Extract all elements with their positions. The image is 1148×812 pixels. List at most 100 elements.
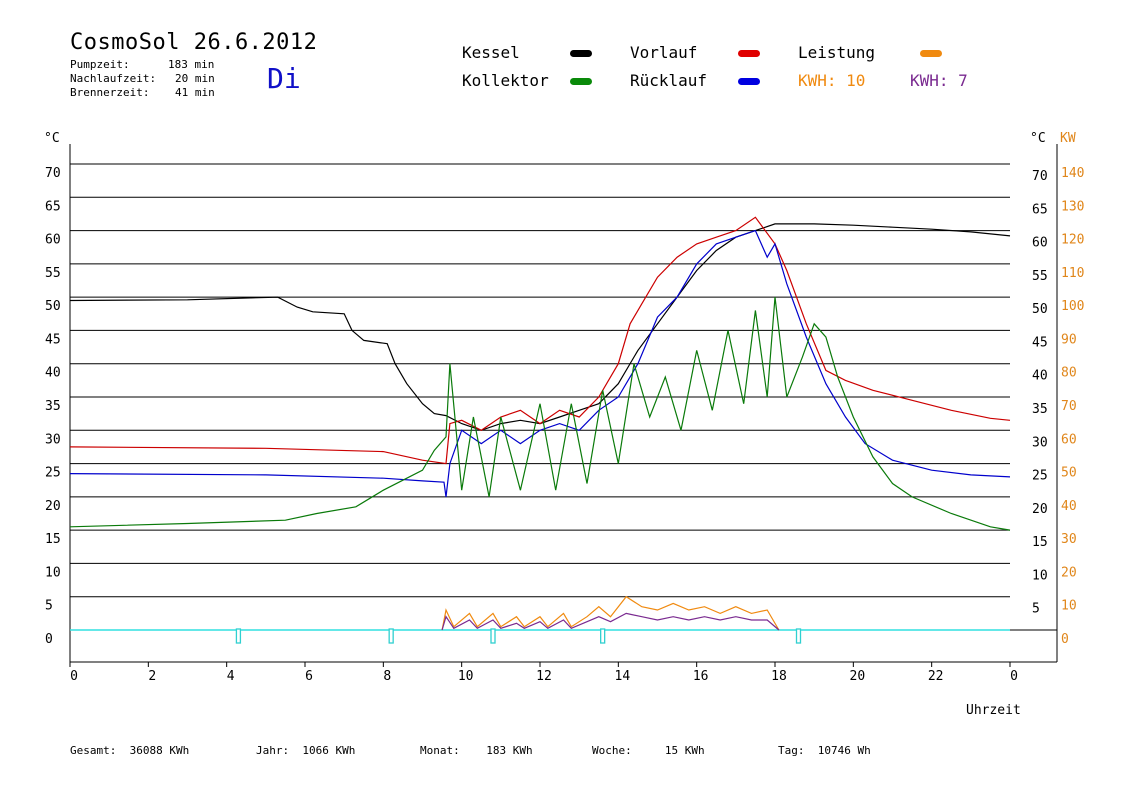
stat-brennerzeit: Brennerzeit: 41 min	[70, 86, 215, 99]
x-tick-label: 0	[70, 669, 78, 684]
y-tick-right-power: 20	[1061, 565, 1077, 580]
legend-leistung-label: Leistung	[798, 43, 876, 62]
footer-monat: Monat: 183 KWh	[420, 744, 533, 757]
x-tick-label: 6	[305, 669, 313, 684]
y-tick-left: 45	[45, 332, 61, 347]
y-tick-right-power: 120	[1061, 233, 1084, 248]
y-tick-right-power: 60	[1061, 432, 1077, 447]
x-tick-label: 20	[850, 669, 866, 684]
y-tick-right-power: 100	[1061, 299, 1084, 314]
stat-nachlaufzeit: Nachlaufzeit: 20 min	[70, 72, 215, 85]
x-axis-label: Uhrzeit	[966, 703, 1021, 718]
y-tick-left: 60	[45, 233, 61, 248]
stat-pumpzeit: Pumpzeit: 183 min	[70, 58, 214, 71]
x-tick-label: 12	[536, 669, 552, 684]
footer-value: 36088 KWh	[129, 744, 190, 757]
kwh-value: 10	[846, 71, 866, 90]
y-tick-left: 20	[45, 499, 61, 514]
series-line	[69, 229, 1011, 497]
weekday-label: Di	[267, 62, 301, 95]
y-tick-right-temp: 15	[1032, 535, 1048, 550]
y-tick-right-power: 130	[1061, 199, 1084, 214]
burner-marker	[795, 628, 802, 644]
y-tick-right-power: 140	[1061, 166, 1084, 181]
y-tick-right-power: 10	[1061, 599, 1077, 614]
x-tick-label: 18	[771, 669, 787, 684]
series-line	[69, 297, 1011, 531]
x-tick-label: 16	[693, 669, 709, 684]
y-tick-right-power: 0	[1061, 632, 1069, 647]
y-tick-left: 25	[45, 466, 61, 481]
legend-kessel-swatch	[570, 50, 592, 57]
footer-label: Monat:	[420, 744, 460, 757]
y-tick-left: 30	[45, 432, 61, 447]
kwh-label: KWH:	[798, 71, 837, 90]
y-tick-right-temp: 40	[1032, 369, 1048, 384]
footer-tag: Tag: 10746 Wh	[778, 744, 871, 757]
y-tick-right-temp: 35	[1032, 402, 1048, 417]
series-line	[441, 612, 780, 631]
legend-ruecklauf-swatch	[738, 78, 760, 85]
stat-value: 183 min	[168, 58, 215, 71]
series-line	[69, 216, 1011, 465]
footer-value: 15 KWh	[664, 744, 705, 757]
y-tick-left: 10	[45, 565, 61, 580]
y-tick-right-power: 80	[1061, 366, 1077, 381]
legend-leistung-swatch	[920, 50, 942, 57]
stat-value: 41 min	[175, 86, 215, 99]
legend-ruecklauf-label: Rücklauf	[630, 71, 708, 90]
stat-label: Pumpzeit:	[70, 58, 130, 71]
y-tick-right-power: 70	[1061, 399, 1077, 414]
footer-value: 10746 Wh	[817, 744, 871, 757]
y-tick-right-power: 30	[1061, 532, 1077, 547]
burner-marker	[600, 628, 606, 644]
legend-kollektor-label: Kollektor	[462, 71, 549, 90]
y-tick-left: 50	[45, 299, 61, 314]
y-tick-right-temp: 50	[1032, 302, 1048, 317]
stat-label: Brennerzeit:	[70, 86, 150, 99]
x-tick-label: 10	[458, 669, 474, 684]
series-line	[69, 223, 1011, 431]
y-tick-right-temp: 30	[1032, 435, 1048, 450]
y-tick-left: 70	[45, 166, 61, 181]
y-tick-right-temp: 5	[1032, 602, 1040, 617]
y-tick-right-temp: 55	[1032, 269, 1048, 284]
footer-label: Jahr:	[256, 744, 290, 757]
x-tick-label: 0	[1010, 669, 1018, 684]
legend-kwh-purple: KWH: 7	[910, 71, 968, 90]
x-tick-label: 2	[148, 669, 156, 684]
y-unit-right-temp: °C	[1030, 131, 1046, 146]
legend-kollektor-swatch	[570, 78, 592, 85]
y-tick-left: 55	[45, 266, 61, 281]
kwh-value: 7	[958, 71, 968, 90]
y-tick-right-temp: 25	[1032, 469, 1048, 484]
footer-label: Woche:	[592, 744, 632, 757]
legend-kwh-orange: KWH: 10	[798, 71, 865, 90]
x-tick-label: 14	[615, 669, 631, 684]
y-tick-left: 15	[45, 532, 61, 547]
footer-value: 1066 KWh	[302, 744, 356, 757]
y-unit-right-power: KW	[1060, 131, 1076, 146]
y-tick-right-temp: 70	[1032, 169, 1048, 184]
y-tick-right-temp: 20	[1032, 502, 1048, 517]
x-tick-label: 22	[928, 669, 944, 684]
legend-vorlauf-label: Vorlauf	[630, 43, 698, 62]
y-unit-left: °C	[44, 131, 60, 146]
kwh-label: KWH:	[910, 71, 949, 90]
y-tick-left: 40	[45, 366, 61, 381]
burner-marker	[235, 628, 242, 644]
footer-label: Tag:	[778, 744, 805, 757]
y-tick-right-temp: 60	[1032, 236, 1048, 251]
legend-kessel-label: Kessel	[462, 43, 520, 62]
legend-vorlauf-swatch	[738, 50, 760, 57]
footer-gesamt: Gesamt: 36088 KWh	[70, 744, 189, 757]
burner-marker	[490, 628, 496, 644]
y-tick-left: 0	[45, 632, 53, 647]
footer-label: Gesamt:	[70, 744, 117, 757]
y-tick-right-temp: 65	[1032, 202, 1048, 217]
burner-marker	[388, 628, 394, 644]
page-title: CosmoSol 26.6.2012	[70, 30, 318, 55]
y-tick-right-power: 50	[1061, 466, 1077, 481]
y-tick-right-power: 110	[1061, 266, 1084, 281]
y-tick-right-power: 90	[1061, 332, 1077, 347]
